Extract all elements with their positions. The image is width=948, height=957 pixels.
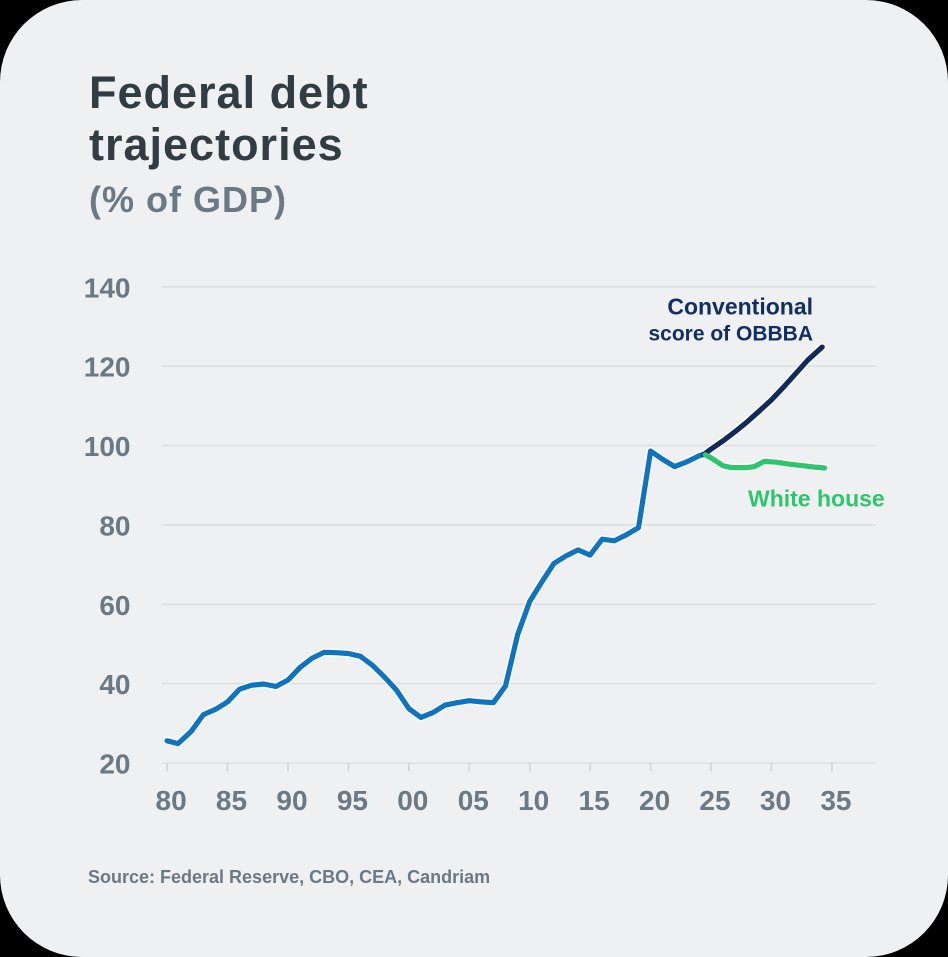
svg-text:60: 60 [99,590,130,621]
svg-text:25: 25 [699,785,730,816]
svg-text:20: 20 [99,749,130,780]
svg-text:00: 00 [397,785,428,816]
svg-text:Conventional: Conventional [667,294,813,320]
svg-text:20: 20 [639,785,670,816]
svg-text:80: 80 [156,785,187,816]
svg-text:score of OBBBA: score of OBBBA [648,323,813,346]
svg-text:05: 05 [458,785,489,816]
svg-text:85: 85 [216,785,247,816]
svg-text:White house: White house [748,486,885,512]
svg-text:95: 95 [337,785,368,816]
svg-text:120: 120 [84,352,131,383]
svg-text:80: 80 [99,510,130,541]
svg-text:15: 15 [579,785,610,816]
svg-text:90: 90 [276,785,307,816]
svg-text:35: 35 [820,785,851,816]
svg-text:10: 10 [518,785,549,816]
svg-text:40: 40 [99,669,130,700]
svg-text:140: 140 [84,272,131,303]
svg-text:30: 30 [760,785,791,816]
svg-text:100: 100 [84,431,131,462]
